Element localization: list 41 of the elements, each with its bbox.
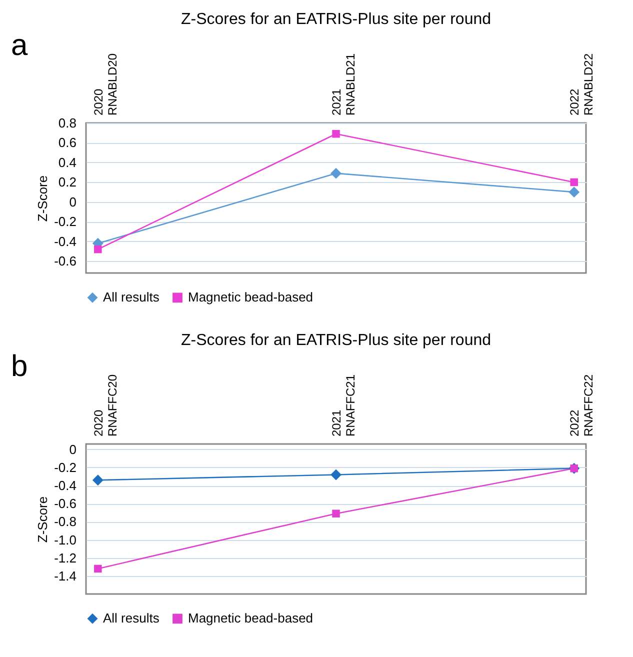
- x-tick-label: 2022 RNABLD22: [568, 53, 596, 116]
- y-tick-label: 0: [69, 194, 76, 210]
- y-tick-label: -1.2: [54, 550, 76, 566]
- x-tick-label: 2021 RNABLD21: [330, 53, 358, 116]
- point: [330, 469, 342, 480]
- y-tick-label: -1.4: [54, 568, 76, 584]
- y-axis-title: Z-Score: [35, 175, 50, 222]
- point: [92, 474, 104, 486]
- point: [570, 178, 578, 186]
- y-tick-label: 0: [69, 442, 76, 457]
- point: [94, 564, 102, 573]
- point: [330, 168, 342, 179]
- y-tick-label: -1.0: [54, 532, 76, 548]
- point: [332, 510, 340, 518]
- legend-label: Magnetic bead-based: [188, 610, 314, 626]
- point: [94, 245, 102, 254]
- y-tick-label: -0.4: [54, 234, 76, 249]
- text: b: [11, 350, 28, 383]
- x-tick-label: 2020 RNAFFC20: [91, 374, 120, 436]
- chart-title: Z-Scores for an EATRIS-Plus site per round: [180, 332, 492, 349]
- point: [568, 186, 580, 198]
- x-tick-label: 2020 RNABLD20: [91, 53, 120, 116]
- text: a: [11, 29, 28, 62]
- chart-title: Z-Scores for an EATRIS-Plus site per round: [180, 11, 492, 28]
- legend-label: Magnetic bead-based: [188, 290, 314, 305]
- y-tick-label: -0.6: [54, 254, 76, 269]
- y-tick-label: -0.8: [54, 514, 76, 530]
- y-tick-label: 0.4: [58, 154, 76, 170]
- y-tick-label: -0.2: [54, 460, 76, 475]
- y-tick-label: -0.4: [54, 478, 76, 494]
- y-tick-label: 0.2: [58, 174, 76, 190]
- y-tick-label: 0.8: [58, 116, 76, 130]
- y-tick-label: -0.6: [54, 496, 76, 512]
- legend-label: All results: [103, 610, 160, 626]
- legend-label: All results: [103, 290, 160, 305]
- point: [332, 130, 340, 138]
- x-tick-label: 2022 RNAFFC22: [568, 374, 596, 436]
- y-tick-label: 0.6: [58, 135, 76, 150]
- y-axis-title: Z-Score: [35, 496, 50, 543]
- y-tick-label: -0.2: [54, 214, 76, 230]
- x-tick-label: 2021 RNAFFC21: [330, 374, 358, 436]
